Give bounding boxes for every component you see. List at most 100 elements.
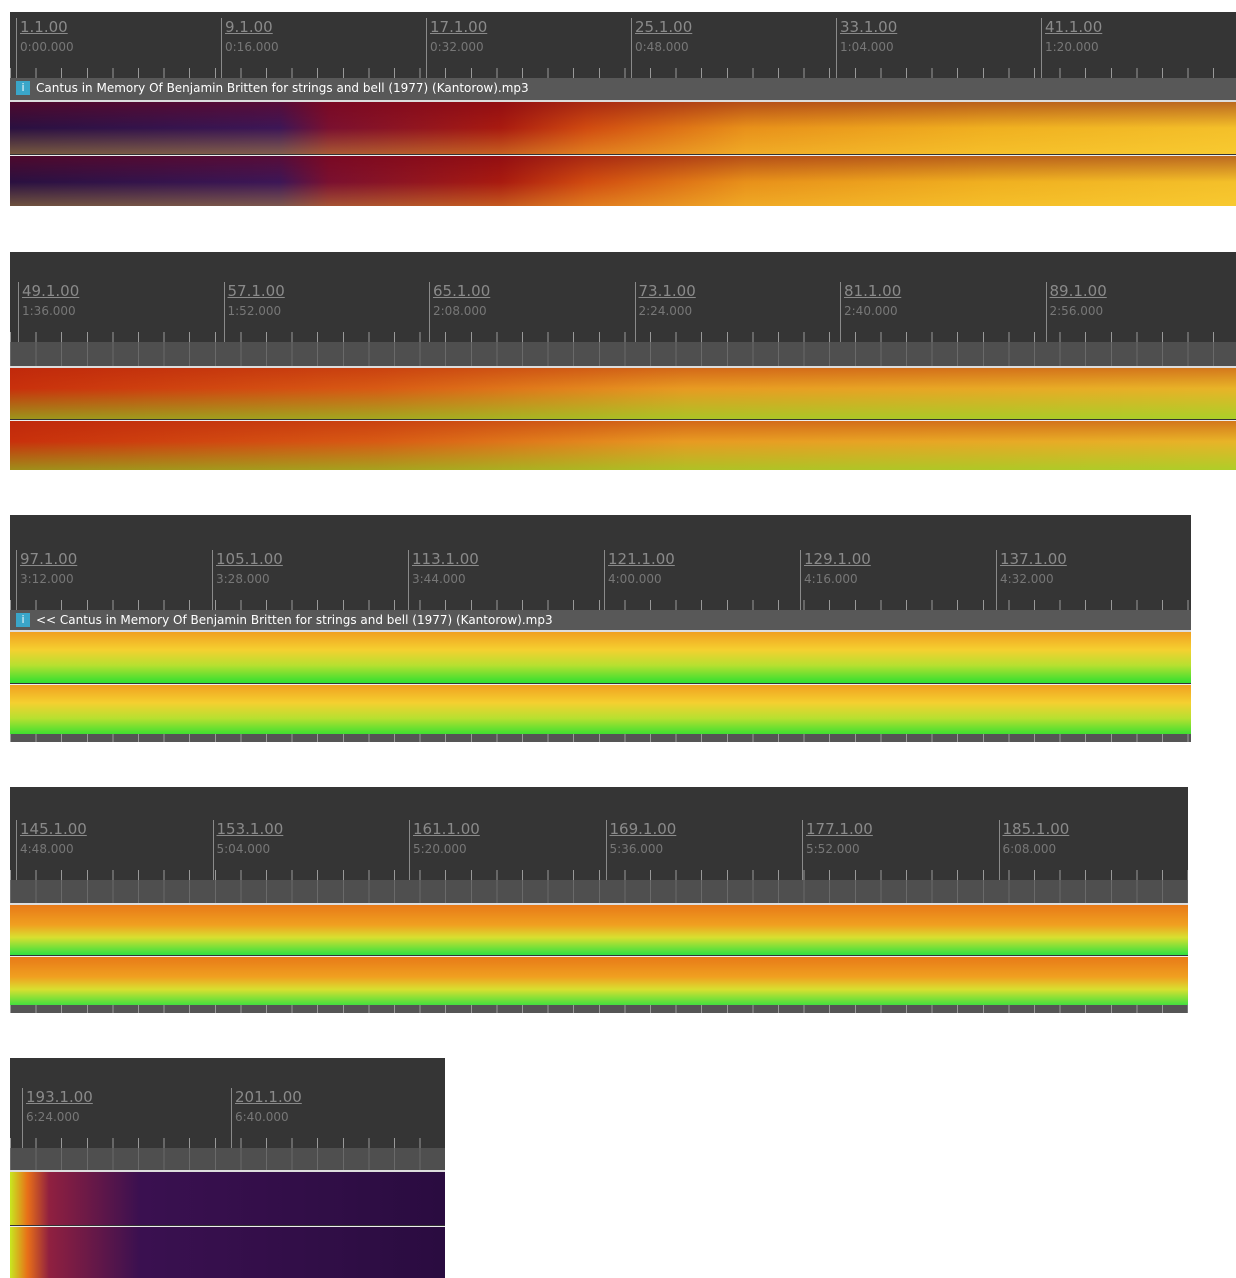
bar-label: 1.1.00 (20, 18, 68, 36)
time-label: 1:36.000 (22, 304, 76, 318)
time-label: 4:48.000 (20, 842, 74, 856)
channel (10, 1226, 445, 1278)
bar-label: 49.1.00 (22, 282, 79, 300)
bar-label: 121.1.00 (608, 550, 675, 568)
time-label: 5:36.000 (610, 842, 664, 856)
bar-label: 193.1.00 (26, 1088, 93, 1106)
clip-header[interactable]: i Cantus in Memory Of Benjamin Britten fo… (10, 78, 1236, 100)
bar-label: 41.1.00 (1045, 18, 1102, 36)
time-label: 0:32.000 (430, 40, 484, 54)
time-label: 5:04.000 (217, 842, 271, 856)
time-label: 1:20.000 (1045, 40, 1099, 54)
ruler-ticks (10, 600, 1191, 610)
spectrogram[interactable] (10, 366, 1236, 470)
bar-label: 113.1.00 (412, 550, 479, 568)
bar-label: 17.1.00 (430, 18, 487, 36)
time-label: 4:00.000 (608, 572, 662, 586)
channel (10, 102, 1236, 154)
channel (10, 368, 1236, 419)
channel (10, 155, 1236, 206)
bar-label: 9.1.00 (225, 18, 273, 36)
time-label: 3:44.000 (412, 572, 466, 586)
bar-label: 137.1.00 (1000, 550, 1067, 568)
time-label: 6:24.000 (26, 1110, 80, 1124)
clip-name: << Cantus in Memory Of Benjamin Britten … (36, 613, 553, 627)
channel (10, 684, 1191, 736)
time-label: 4:16.000 (804, 572, 858, 586)
bar-label: 81.1.00 (844, 282, 901, 300)
spectrogram[interactable] (10, 630, 1191, 736)
bar-label: 65.1.00 (433, 282, 490, 300)
time-label: 4:32.000 (1000, 572, 1054, 586)
time-label: 0:16.000 (225, 40, 279, 54)
track-band (10, 880, 1188, 903)
time-label: 6:08.000 (1003, 842, 1057, 856)
clip-name: Cantus in Memory Of Benjamin Britten for… (36, 81, 529, 95)
spectrogram[interactable] (10, 100, 1236, 206)
ruler-ticks (10, 870, 1188, 880)
channel (10, 420, 1236, 470)
time-label: 2:40.000 (844, 304, 898, 318)
page: 1.1.000:00.0009.1.000:16.00017.1.000:32.… (0, 0, 1236, 1278)
time-label: 6:40.000 (235, 1110, 289, 1124)
time-label: 0:48.000 (635, 40, 689, 54)
time-label: 5:52.000 (806, 842, 860, 856)
info-icon[interactable]: i (16, 613, 30, 627)
bar-label: 177.1.00 (806, 820, 873, 838)
bottom-ruler (10, 734, 1191, 742)
bar-label: 33.1.00 (840, 18, 897, 36)
channel (10, 905, 1188, 955)
bar-label: 105.1.00 (216, 550, 283, 568)
bar-label: 73.1.00 (639, 282, 696, 300)
track-band (10, 1148, 445, 1170)
info-icon[interactable]: i (16, 81, 30, 95)
time-label: 1:52.000 (228, 304, 282, 318)
time-label: 5:20.000 (413, 842, 467, 856)
time-label: 0:00.000 (20, 40, 74, 54)
bar-label: 201.1.00 (235, 1088, 302, 1106)
bottom-ruler (10, 1005, 1188, 1013)
bar-label: 161.1.00 (413, 820, 480, 838)
spectrogram[interactable] (10, 1170, 445, 1278)
bar-label: 129.1.00 (804, 550, 871, 568)
bar-label: 89.1.00 (1050, 282, 1107, 300)
bar-label: 153.1.00 (217, 820, 284, 838)
time-label: 2:56.000 (1050, 304, 1104, 318)
bar-label: 145.1.00 (20, 820, 87, 838)
time-label: 3:12.000 (20, 572, 74, 586)
ruler-ticks (10, 68, 1236, 78)
clip-header[interactable]: i << Cantus in Memory Of Benjamin Britten… (10, 610, 1191, 630)
bar-label: 185.1.00 (1003, 820, 1070, 838)
bar-label: 169.1.00 (610, 820, 677, 838)
spectrogram[interactable] (10, 903, 1188, 1007)
ruler-ticks (10, 1138, 445, 1148)
